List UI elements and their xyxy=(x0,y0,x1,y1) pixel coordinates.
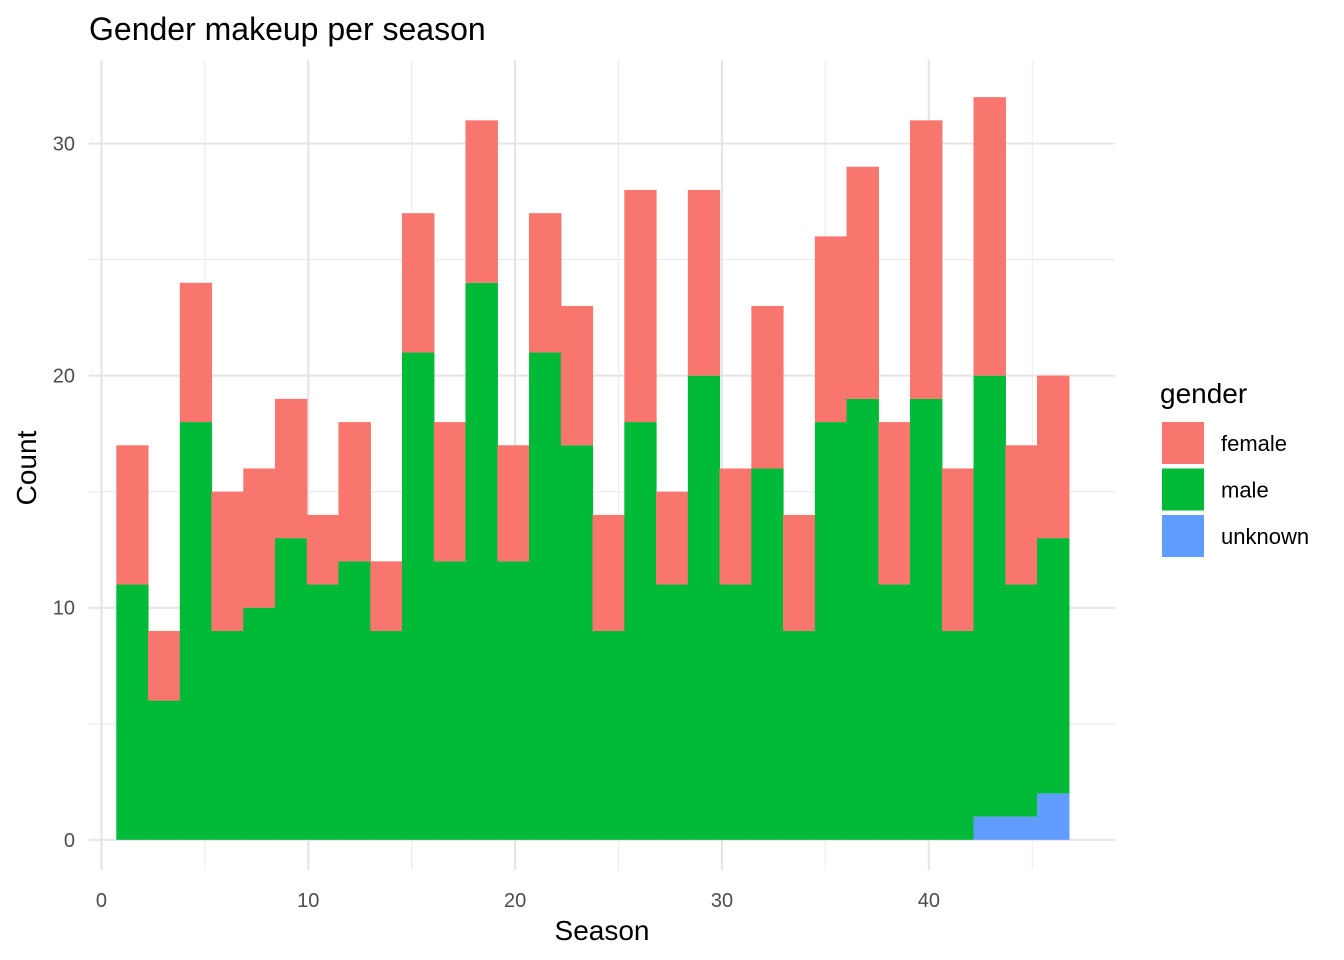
legend-label-unknown: unknown xyxy=(1221,524,1309,549)
bar-male xyxy=(370,630,403,840)
chart-title: Gender makeup per season xyxy=(89,11,486,47)
legend-swatch-female xyxy=(1162,422,1204,464)
bar-female xyxy=(370,561,403,631)
bar-male xyxy=(179,422,213,840)
bar-male xyxy=(1005,584,1038,817)
y-axis-ticks: 0 10 20 30 xyxy=(53,134,75,852)
bar-male xyxy=(211,630,244,840)
bar-female xyxy=(782,514,816,631)
y-tick-label: 0 xyxy=(64,830,75,852)
bar-female xyxy=(433,422,467,562)
x-tick-label: 30 xyxy=(711,890,733,912)
bar-female xyxy=(338,422,371,562)
bar-female xyxy=(814,236,848,423)
bar-female xyxy=(306,514,340,585)
x-tick-label: 40 xyxy=(918,890,940,912)
bar-male xyxy=(274,538,308,840)
y-tick-label: 10 xyxy=(53,598,75,620)
legend: gender female male unknown xyxy=(1160,378,1309,557)
bar-female xyxy=(592,514,625,631)
bar-male xyxy=(655,584,689,840)
bar-male xyxy=(814,422,848,840)
legend-label-female: female xyxy=(1221,431,1287,456)
bar-male xyxy=(1037,538,1070,794)
bar-female xyxy=(465,120,498,283)
bar-male xyxy=(497,561,530,840)
bar-female xyxy=(1037,375,1070,539)
bar-male xyxy=(687,375,721,840)
bar-female xyxy=(624,189,657,423)
x-axis-ticks: 0 10 20 30 40 xyxy=(96,890,940,912)
bar-male xyxy=(846,398,879,840)
bar-unknown xyxy=(1005,816,1038,840)
bar-female xyxy=(179,282,213,423)
bar-male xyxy=(338,561,371,840)
bar-female xyxy=(560,306,594,446)
bar-male xyxy=(878,584,911,840)
x-tick-label: 10 xyxy=(297,890,319,912)
bar-male xyxy=(973,375,1006,817)
bar-male xyxy=(116,584,149,840)
bar-male xyxy=(592,630,625,840)
x-tick-label: 0 xyxy=(96,890,107,912)
bar-female xyxy=(846,166,879,399)
bar-male xyxy=(465,282,498,840)
bar-male xyxy=(941,630,975,840)
bar-female xyxy=(243,468,276,608)
bar-female xyxy=(941,468,975,631)
bar-male xyxy=(147,700,181,840)
bar-female xyxy=(751,306,784,469)
bar-male xyxy=(751,468,784,840)
bar-male xyxy=(433,561,467,840)
y-tick-label: 20 xyxy=(53,366,75,388)
bars xyxy=(116,97,1070,840)
bar-female xyxy=(211,491,244,631)
bar-male xyxy=(560,445,594,840)
bar-female xyxy=(1005,445,1038,585)
bar-female xyxy=(116,445,149,585)
bar-unknown xyxy=(1037,793,1070,840)
bar-unknown xyxy=(973,816,1006,840)
bar-female xyxy=(655,491,689,585)
y-axis-title: Count xyxy=(11,430,42,505)
bar-male xyxy=(782,630,816,840)
bar-female xyxy=(719,468,752,585)
bar-male xyxy=(528,352,562,840)
bar-female xyxy=(528,213,562,353)
bar-male xyxy=(401,352,435,840)
y-tick-label: 30 xyxy=(53,134,75,156)
bar-female xyxy=(687,189,721,376)
bar-male xyxy=(306,584,340,840)
bar-female xyxy=(497,445,530,562)
legend-title: gender xyxy=(1160,378,1247,409)
bar-female xyxy=(910,120,943,399)
bar-male xyxy=(243,607,276,840)
legend-label-male: male xyxy=(1221,478,1269,503)
x-tick-label: 20 xyxy=(504,890,526,912)
bar-female xyxy=(401,213,435,353)
bar-female xyxy=(274,398,308,539)
bar-male xyxy=(719,584,752,840)
bar-male xyxy=(624,422,657,840)
bar-female xyxy=(878,422,911,585)
x-axis-title: Season xyxy=(555,915,650,946)
bar-female xyxy=(147,630,181,701)
bar-female xyxy=(973,97,1006,376)
legend-swatch-male xyxy=(1162,468,1204,511)
bar-male xyxy=(910,398,943,840)
legend-swatch-unknown xyxy=(1162,515,1204,557)
